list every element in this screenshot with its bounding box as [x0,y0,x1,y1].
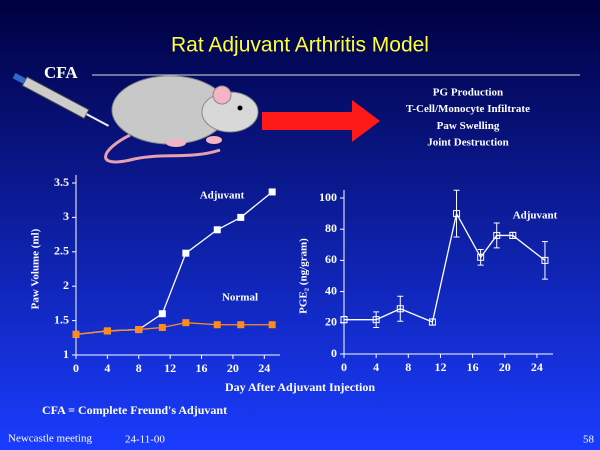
marker [213,226,221,234]
y-tick-label: 3 [63,209,69,223]
error-bar [373,311,380,328]
outcome: T-Cell/Monocyte Infiltrate [406,103,530,115]
outcome: Joint Destruction [427,137,509,149]
x-tick-label: 12 [164,361,176,375]
marker [428,318,436,326]
slide-title: Rat Adjuvant Arthritis Model [171,34,429,57]
x-tick-label: 24 [258,361,270,375]
error-bar [453,189,460,238]
marker [103,327,111,335]
marker [182,249,190,257]
error-bar [397,295,404,322]
marker [158,310,166,318]
error-bar [477,248,484,266]
cfa-label: CFA [44,63,78,82]
y-axis-label: PGE₂ (ng/gram) [298,238,310,314]
marker [372,316,380,324]
marker [541,256,549,264]
y-tick-label: 100 [319,190,337,204]
y-axis-label: Paw Volume (ml) [30,228,42,309]
marker [268,188,276,196]
y-tick-label: 2.5 [54,244,69,258]
marker [182,319,190,327]
y-tick-label: 2 [63,278,69,292]
marker [340,316,348,324]
y-tick-label: 40 [325,283,337,297]
series-label: Adjuvant [200,190,245,202]
footer-left: Newcastle meeting [8,433,92,445]
marker [493,231,501,239]
y-tick-label: 1 [63,347,69,361]
x-tick-label: 0 [341,360,347,374]
marker [237,321,245,329]
x-tick-label: 4 [104,361,110,375]
rat-illustration [12,72,259,164]
x-tick-label: 12 [434,360,446,374]
x-tick-label: 8 [405,360,411,374]
footer-page: 58 [583,434,595,446]
x-tick-label: 4 [373,360,379,374]
marker [396,305,404,313]
series-label: Adjuvant [513,210,558,222]
y-tick-label: 80 [325,221,337,235]
marker [158,323,166,331]
y-tick-label: 3.5 [54,175,69,189]
error-bar [493,222,500,249]
outcome: PG Production [433,87,503,99]
y-tick-label: 20 [325,315,337,329]
marker [72,330,80,338]
marker [135,326,143,334]
marker [509,231,517,239]
footnote: CFA = Complete Freund's Adjuvant [42,403,227,417]
outcome: Paw Swelling [437,120,500,132]
series-label: Normal [222,292,258,304]
series-line [75,322,273,336]
footer-date: 24-11-00 [125,434,165,446]
x-tick-label: 0 [73,361,79,375]
marker [213,321,221,329]
marker [268,321,276,329]
y-tick-label: 1.5 [54,312,69,326]
x-tick-label: 20 [227,361,239,375]
marker [453,210,461,218]
x-tick-label: 20 [499,360,511,374]
y-tick-label: 0 [331,346,337,360]
marker [237,213,245,221]
error-bar [541,241,548,280]
x-tick-label: 16 [196,361,208,375]
x-tick-label: 24 [531,360,543,374]
x-tick-label: 16 [467,360,479,374]
y-tick-label: 60 [325,252,337,266]
marker [477,253,485,261]
arrow [262,100,380,142]
x-axis-label: Day After Adjuvant Injection [225,380,375,394]
x-tick-label: 8 [136,361,142,375]
